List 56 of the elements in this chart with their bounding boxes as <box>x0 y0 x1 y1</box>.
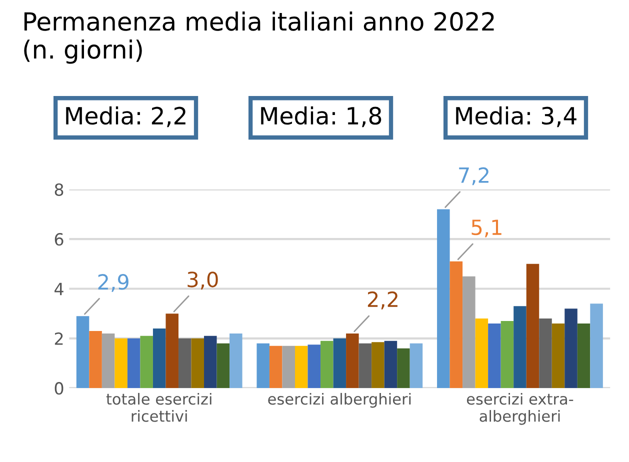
bar <box>552 324 565 388</box>
bar <box>178 338 192 388</box>
data-label: 2,2 <box>368 291 398 310</box>
bar <box>114 338 128 388</box>
x-tick-label: esercizi extra- alberghieri <box>466 392 574 425</box>
x-tick-label: esercizi alberghieri <box>268 392 411 408</box>
bar <box>358 343 372 388</box>
y-tick-label: 6 <box>54 233 64 246</box>
chart-title: Permanenza media italiani anno 2022 (n. giorni) <box>24 12 494 64</box>
bar <box>488 324 501 388</box>
data-label: 2,9 <box>98 274 128 292</box>
bar <box>384 340 398 388</box>
y-tick-label: 4 <box>54 282 64 296</box>
bar <box>152 328 166 388</box>
text: Media: 3,4 <box>456 106 576 128</box>
bar <box>269 346 282 388</box>
bar <box>102 333 115 388</box>
bar <box>437 209 450 388</box>
bar <box>256 343 270 388</box>
y-tick-label: 8 <box>54 183 64 196</box>
bar <box>526 264 540 388</box>
data-label: 3,0 <box>188 272 218 290</box>
text: Media: 1,8 <box>261 106 382 128</box>
bar <box>514 306 526 388</box>
bar <box>346 333 359 388</box>
y-tick-label: 2 <box>54 332 63 345</box>
bar <box>450 261 463 388</box>
bar <box>230 333 242 388</box>
bar <box>308 344 321 388</box>
data-label: 7,2 <box>459 167 488 186</box>
bar <box>500 321 514 388</box>
bar <box>462 276 476 388</box>
bar <box>564 308 578 388</box>
data-label: 5,1 <box>472 220 502 238</box>
bar <box>216 343 230 388</box>
bar <box>127 338 140 388</box>
bar <box>295 346 308 388</box>
bar <box>191 338 204 388</box>
bar <box>372 342 384 388</box>
bar <box>166 314 178 388</box>
x-tick-label: totale esercizi ricettivi <box>106 392 212 422</box>
bar <box>320 340 334 388</box>
bar <box>475 318 488 388</box>
y-tick-label: 0 <box>54 382 64 395</box>
bar <box>397 348 410 388</box>
bar <box>140 336 153 388</box>
bar <box>577 324 590 388</box>
bar <box>204 336 217 388</box>
bar <box>590 304 603 388</box>
bar <box>282 346 295 388</box>
bar <box>410 343 423 388</box>
text: Media: 2,2 <box>66 106 186 128</box>
bar <box>76 316 90 388</box>
bar <box>333 338 346 388</box>
bar <box>539 318 552 388</box>
bar <box>89 330 102 388</box>
